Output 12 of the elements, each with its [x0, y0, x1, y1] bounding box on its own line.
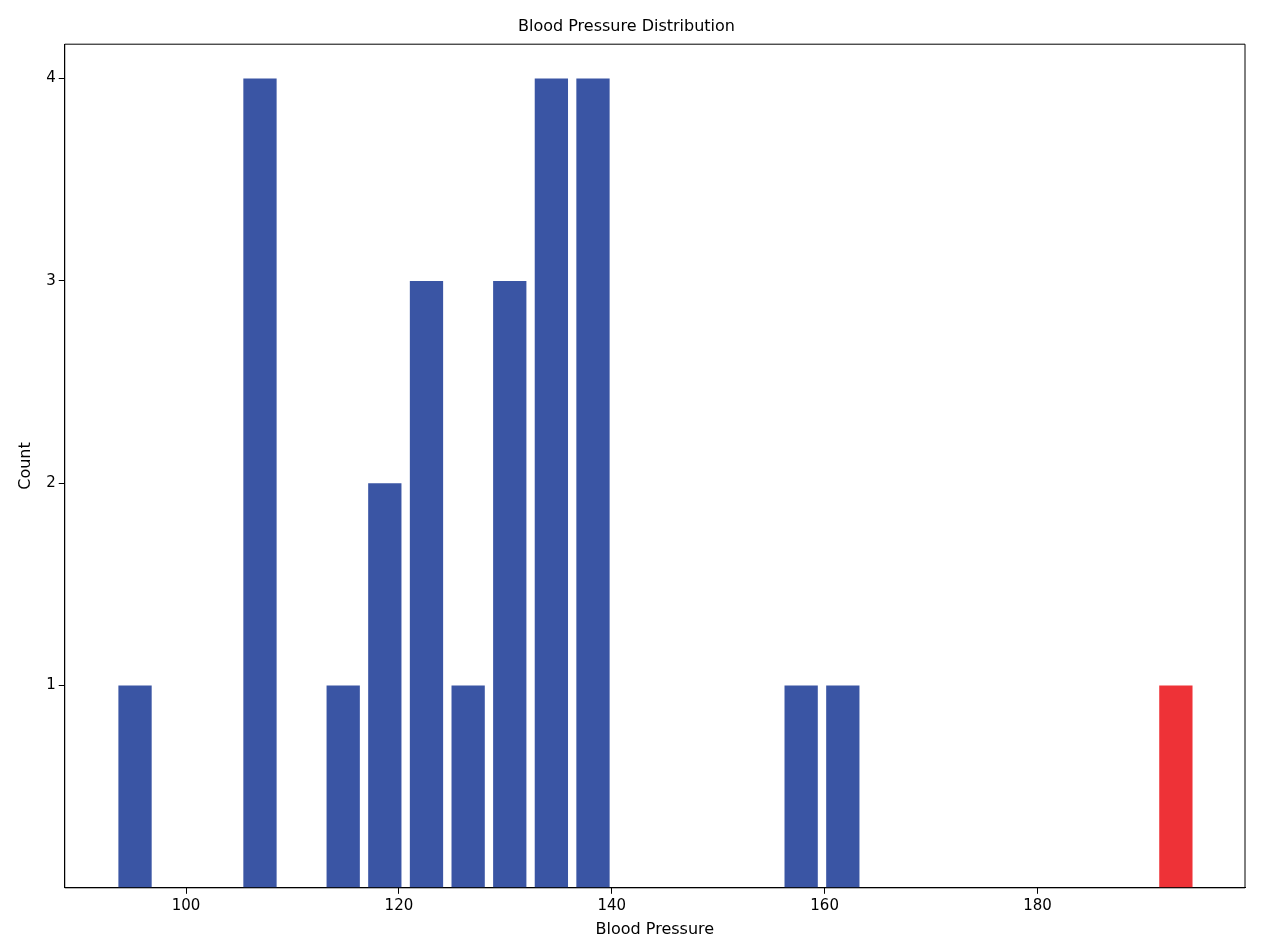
- x-axis-title: Blood Pressure: [595, 918, 715, 938]
- x-tick-label: 140: [597, 895, 627, 914]
- x-tick-label: 160: [810, 895, 839, 914]
- y-tick-label: 1: [46, 675, 56, 694]
- y-tick-label: 3: [46, 270, 56, 289]
- x-tick-label: 180: [1023, 895, 1052, 914]
- chart-title: Blood Pressure Distribution: [518, 15, 735, 35]
- y-tick-label: 2: [46, 473, 56, 492]
- x-tick-label: 100: [171, 895, 201, 914]
- y-axis-title: Count: [14, 442, 34, 490]
- x-tick-label: 120: [384, 895, 414, 914]
- y-tick-label: 4: [46, 68, 56, 87]
